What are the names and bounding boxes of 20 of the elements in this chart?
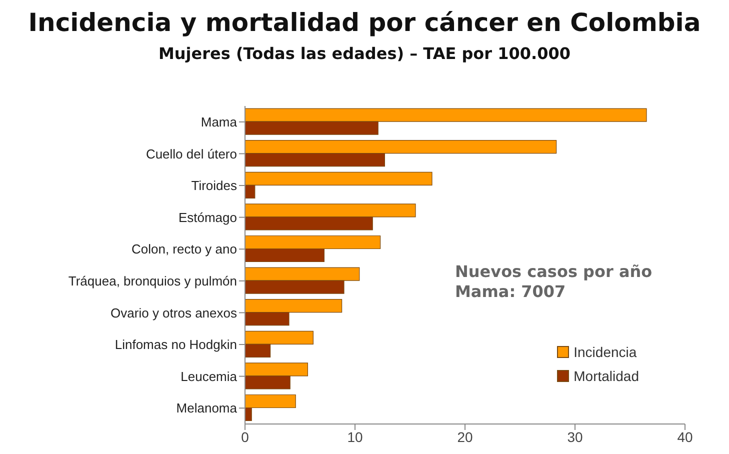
y-tick-label: Tiroides: [191, 178, 238, 194]
x-tick-label: 20: [457, 428, 473, 445]
chart-title: Incidencia y mortalidad por cáncer en Colombia: [27, 8, 702, 37]
y-tick-label: Mama: [200, 114, 238, 130]
x-tick-label: 0: [241, 428, 250, 445]
y-tick-label: Ovario y otros anexos: [110, 305, 238, 320]
y-tick-label: Leucemia: [180, 368, 238, 384]
legend-label: Incidencia: [574, 344, 637, 360]
y-tick-label: Linfomas no Hodgkin: [114, 337, 237, 352]
y-tick-label: Estómago: [178, 210, 237, 225]
chart-subtitle: Mujeres (Todas las edades) – TAE por 100.000: [157, 44, 572, 63]
x-tick-label: 30: [567, 428, 583, 445]
legend-label: Mortalidad: [574, 368, 639, 384]
x-tick-label: 40: [677, 428, 693, 445]
annotation: Nuevos casos por año Mama: 7007: [455, 262, 652, 302]
y-tick-label: Colon, recto y ano: [131, 242, 237, 257]
y-tick-label: Melanoma: [176, 400, 238, 416]
y-tick-label: Tráquea, bronquios y pulmón: [68, 274, 237, 289]
y-tick-label: Cuello del útero: [146, 146, 237, 162]
x-tick-label: 10: [347, 428, 363, 445]
